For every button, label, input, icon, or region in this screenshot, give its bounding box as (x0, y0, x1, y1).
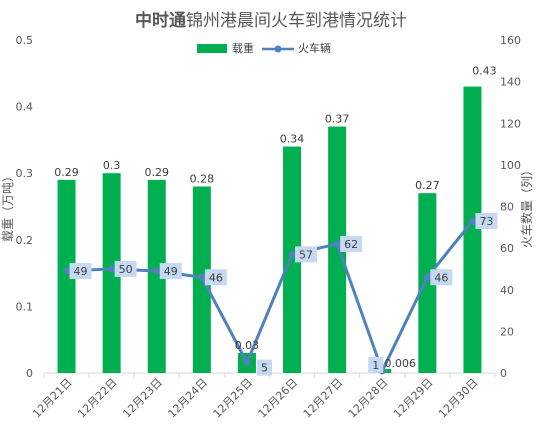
bar-data-label: 0.006 (385, 357, 417, 370)
y-right-tick-label: 120 (500, 117, 521, 130)
legend-label-bar: 载重 (232, 41, 254, 55)
bar-data-label: 0.27 (415, 179, 440, 192)
legend-marker-line (274, 45, 282, 53)
x-tick-label: 12月22日 (75, 376, 120, 421)
bar-data-label: 0.37 (325, 113, 350, 126)
bar (418, 193, 437, 373)
line-label-box (430, 269, 453, 286)
x-tick-label: 12月30日 (436, 376, 481, 421)
y-right-tick-label: 80 (500, 201, 514, 214)
y-right-tick-label: 100 (500, 159, 521, 172)
bar-data-label: 0.43 (472, 65, 497, 78)
y-right-tick-label: 20 (500, 325, 514, 338)
x-tick-label: 12月26日 (256, 376, 301, 421)
x-tick-label: 12月23日 (120, 376, 165, 421)
line-point (288, 250, 296, 258)
bar-data-label: 0.3 (103, 159, 121, 172)
line-data-label: 1 (372, 359, 379, 372)
line-point (423, 273, 431, 281)
bar-data-label: 0.03 (235, 339, 260, 352)
y-left-tick-label: 0.3 (16, 167, 34, 180)
y-left-tick-label: 0.4 (16, 101, 34, 114)
line-label-box (475, 213, 498, 230)
bar-data-label: 0.34 (280, 133, 305, 146)
x-tick-label: 12月28日 (346, 376, 391, 421)
line-data-label: 46 (209, 271, 223, 284)
x-tick-label: 12月29日 (391, 376, 436, 421)
line-point (198, 273, 206, 281)
x-tick-label: 12月21日 (30, 376, 75, 421)
line-point (243, 359, 251, 367)
line-data-label: 62 (344, 238, 358, 251)
bar-data-label: 0.29 (54, 166, 79, 179)
line-data-label: 5 (261, 362, 268, 375)
y-left-tick-label: 0 (26, 367, 33, 380)
y-left-tick-label: 0.5 (16, 34, 34, 47)
line-label-box (256, 359, 272, 376)
bar (147, 179, 166, 373)
bar (283, 146, 302, 373)
y-right-axis-title: 火车数量（列） (519, 164, 534, 248)
bar-series (57, 86, 482, 374)
y-left-tick-label: 0.1 (16, 300, 34, 313)
line-point (63, 267, 71, 275)
line-label-box (204, 269, 227, 286)
line-label-box (159, 263, 182, 280)
series-line (66, 220, 474, 373)
line-point (153, 267, 161, 275)
y-right-tick-label: 140 (500, 76, 521, 89)
y-right-tick-label: 160 (500, 34, 521, 47)
line-data-label: 73 (479, 215, 493, 228)
line-label-box (69, 263, 92, 280)
legend-swatch-bar (197, 44, 227, 53)
legend: 载重 火车辆 (197, 41, 331, 55)
line-point (468, 217, 476, 225)
y-left-axis-title: 载重（万吨） (1, 170, 15, 242)
line-data-label: 49 (164, 265, 178, 278)
line-point (108, 265, 116, 273)
y-right-tick-label: 0 (500, 367, 507, 380)
y-left-tick-label: 0.2 (16, 234, 34, 247)
data-labels: 0.29 0.3 0.29 0.28 0.03 0.34 0.37 0.006 0.27 0.43… (54, 65, 498, 376)
line-data-label: 46 (434, 271, 448, 284)
bar-data-label: 0.28 (190, 173, 215, 186)
line-label-box (340, 235, 363, 252)
bar (102, 173, 121, 373)
legend-label-line: 火车辆 (298, 41, 331, 55)
line-data-label: 50 (119, 263, 133, 276)
x-tick-label: 12月25日 (211, 376, 256, 421)
bar-data-label: 0.29 (145, 166, 170, 179)
line-data-label: 49 (74, 265, 88, 278)
bar (57, 179, 76, 373)
bar (463, 86, 482, 374)
line-data-label: 57 (299, 248, 313, 261)
line-label-box (368, 356, 384, 373)
x-tick-label: 12月27日 (301, 376, 346, 421)
line-label-box (295, 246, 318, 263)
line-point (333, 240, 341, 248)
chart-title: 中时通锦州港晨间火车到港情况统计 (135, 10, 407, 31)
bar (328, 126, 347, 373)
y-right-tick-label: 40 (500, 284, 514, 297)
x-tick-label: 12月24日 (165, 376, 210, 421)
line-label-box (114, 260, 137, 277)
line-series (63, 217, 476, 375)
y-right-tick-label: 60 (500, 242, 514, 255)
